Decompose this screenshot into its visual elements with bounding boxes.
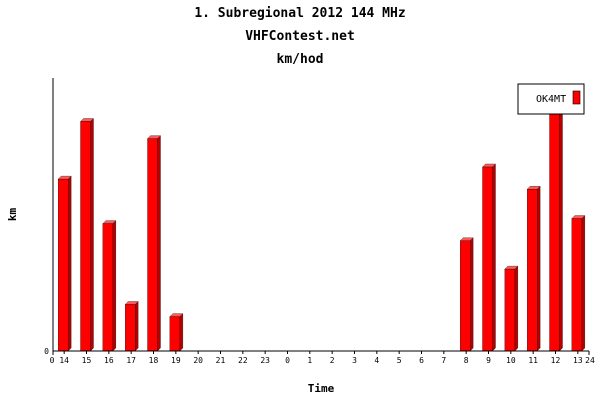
x-tick-label: 21 xyxy=(216,356,226,365)
x-tick-label: 16 xyxy=(104,356,114,365)
bar-side xyxy=(112,220,116,352)
bar-front xyxy=(527,189,538,352)
x-tick-label: 22 xyxy=(238,356,248,365)
x-tick-label: 4 xyxy=(374,356,379,365)
bar xyxy=(459,237,474,352)
x-axis-title: Time xyxy=(308,382,335,395)
legend-box xyxy=(517,83,585,115)
bar xyxy=(57,175,72,352)
x-tick-label: 0 xyxy=(285,356,290,365)
chart-title: 1. Subregional 2012 144 MHz xyxy=(194,6,406,21)
bar-side xyxy=(537,185,541,352)
bar-side xyxy=(68,175,72,352)
x-tick-label: 1 xyxy=(307,356,312,365)
legend-label: OK4MT xyxy=(536,94,566,105)
bar-side xyxy=(157,135,161,352)
bar xyxy=(549,104,563,352)
x-tick-label: 5 xyxy=(397,356,402,365)
bar-front xyxy=(102,223,113,352)
bar-front xyxy=(504,268,515,352)
bar xyxy=(169,313,184,352)
x-tick-label: 8 xyxy=(464,356,469,365)
bar-front xyxy=(549,108,560,352)
x-tick-label: 23 xyxy=(260,356,270,365)
bar xyxy=(124,301,139,352)
bar-side xyxy=(559,104,563,352)
bar-side xyxy=(90,118,94,352)
bar-side xyxy=(470,237,474,352)
bar-side xyxy=(135,301,139,352)
y-zero-label: 0 xyxy=(44,347,49,356)
x-tick-label: 11 xyxy=(528,356,538,365)
x-end-label: 24 xyxy=(585,356,595,365)
y-axis-title: km xyxy=(6,208,19,222)
bar xyxy=(102,220,117,352)
legend-swatch xyxy=(572,90,581,105)
x-tick-label: 13 xyxy=(573,356,583,365)
bar-front xyxy=(169,316,180,352)
bar xyxy=(80,118,94,352)
bar-front xyxy=(58,178,69,352)
x-tick-label: 9 xyxy=(486,356,491,365)
x-tick-label: 17 xyxy=(126,356,136,365)
x-tick-label: 6 xyxy=(419,356,424,365)
x-tick-label: 18 xyxy=(149,356,159,365)
x-tick-label: 12 xyxy=(551,356,561,365)
bar-side xyxy=(514,265,518,352)
bar-side xyxy=(179,313,183,352)
bar-side xyxy=(581,215,585,352)
chart-unit-title: km/hod xyxy=(276,52,324,67)
bar-front xyxy=(125,304,136,352)
bar xyxy=(147,135,161,352)
bar-front xyxy=(147,138,158,352)
x-tick-label: 15 xyxy=(82,356,92,365)
bar xyxy=(526,185,541,352)
x-ticks-group: 14 15 16 17 18 19 20 21 22 23 0 1 2 3 4 5 6 7 8 9 10 11 12 13 xyxy=(52,351,590,365)
bar-front xyxy=(571,218,582,352)
bar-front xyxy=(460,240,471,352)
x-tick-label: 19 xyxy=(171,356,181,365)
x-tick-label: 14 xyxy=(59,356,69,365)
x-tick-label: 10 xyxy=(506,356,516,365)
x-tick-label: 7 xyxy=(441,356,446,365)
axes-group xyxy=(52,78,589,352)
bars-group xyxy=(57,104,586,352)
x-tick-label: 2 xyxy=(330,356,335,365)
x-tick-label: 3 xyxy=(352,356,357,365)
x-tick-label: 20 xyxy=(193,356,203,365)
bar xyxy=(504,265,519,352)
bar xyxy=(482,163,496,352)
bar-front xyxy=(80,121,91,352)
bar-front xyxy=(482,166,493,352)
x-start-label: 0 xyxy=(50,356,55,365)
chart-subtitle: VHFContest.net xyxy=(245,29,355,44)
legend: OK4MT xyxy=(517,83,585,115)
bar-side xyxy=(492,163,496,352)
bar xyxy=(571,215,586,352)
